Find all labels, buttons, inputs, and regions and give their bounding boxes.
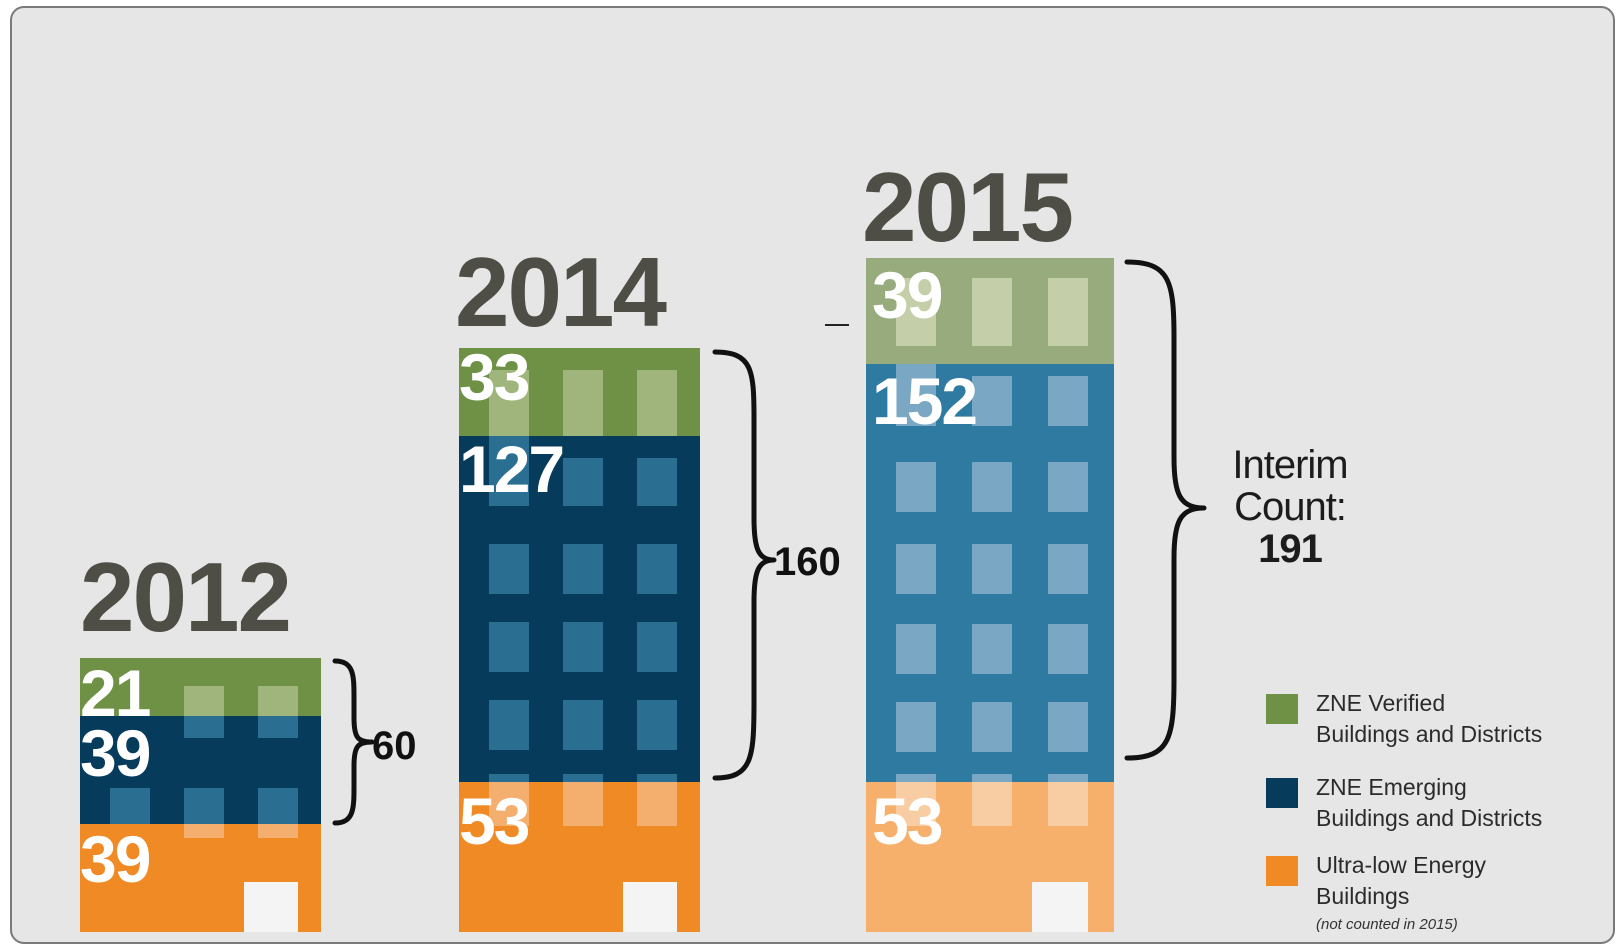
window xyxy=(489,544,529,594)
interim-line-2: Count: xyxy=(1234,485,1347,529)
window xyxy=(972,462,1012,512)
value-label-2015-emerging: 152 xyxy=(872,364,978,438)
door xyxy=(244,882,298,932)
window xyxy=(563,458,603,506)
window xyxy=(489,436,529,506)
brace-2014 xyxy=(712,349,777,781)
window xyxy=(563,700,603,750)
legend-verified-line1: ZNE Verified xyxy=(1316,690,1446,716)
window xyxy=(896,774,936,782)
window xyxy=(637,700,677,750)
bar-2012-ultralow xyxy=(80,824,321,932)
legend-ultralow-line2: Buildings xyxy=(1316,883,1410,909)
window xyxy=(1048,278,1088,346)
infographic-frame: 2012 21 39 39 60 2014 xyxy=(10,6,1615,944)
window xyxy=(972,544,1012,594)
window xyxy=(489,774,529,782)
value-label-2014-emerging: 127 xyxy=(459,432,565,506)
window xyxy=(258,824,298,838)
legend-ultralow-note: (not counted in 2015) xyxy=(1316,916,1458,933)
window xyxy=(563,370,603,436)
value-label-2014-ultralow: 53 xyxy=(459,784,530,858)
window xyxy=(896,364,936,426)
window xyxy=(972,376,1012,426)
legend-swatch-verified xyxy=(1266,694,1298,724)
total-label-2014: 160 xyxy=(774,540,841,584)
window xyxy=(896,782,936,826)
value-label-2012-verified: 21 xyxy=(80,656,151,730)
window xyxy=(489,700,529,750)
window xyxy=(1048,624,1088,674)
window xyxy=(563,782,603,826)
window xyxy=(972,624,1012,674)
value-label-2012-ultralow: 39 xyxy=(80,822,151,896)
stray-dash-mark xyxy=(825,324,849,326)
window xyxy=(896,702,936,752)
window xyxy=(563,622,603,672)
value-label-2015-ultralow: 53 xyxy=(872,784,943,858)
window xyxy=(489,370,529,436)
window xyxy=(972,782,1012,826)
value-label-2012-emerging: 39 xyxy=(80,716,151,790)
window xyxy=(1048,544,1088,594)
bar-2014-ultralow xyxy=(459,782,700,932)
window xyxy=(896,544,936,594)
window xyxy=(896,624,936,674)
door xyxy=(623,882,677,932)
window xyxy=(1048,376,1088,426)
bar-2015-emerging xyxy=(866,364,1114,782)
brace-2015 xyxy=(1124,259,1207,761)
window xyxy=(1048,702,1088,752)
window xyxy=(637,774,677,782)
legend-swatch-ultralow xyxy=(1266,856,1298,886)
window xyxy=(110,788,150,824)
legend-emerging-line1: ZNE Emerging xyxy=(1316,774,1467,800)
door xyxy=(1032,882,1088,932)
brace-2012 xyxy=(332,658,375,826)
year-label-2012: 2012 xyxy=(80,542,292,652)
window xyxy=(258,788,298,824)
window xyxy=(258,686,298,716)
value-label-2014-verified: 33 xyxy=(459,340,530,414)
value-label-2015-verified: 39 xyxy=(872,258,943,332)
bar-2015-verified xyxy=(866,258,1114,364)
legend-verified-line2: Buildings and Districts xyxy=(1316,721,1543,747)
window xyxy=(637,370,677,436)
window xyxy=(184,824,224,838)
window xyxy=(1048,462,1088,512)
window xyxy=(489,622,529,672)
window xyxy=(637,458,677,506)
window xyxy=(184,788,224,824)
window xyxy=(637,544,677,594)
window xyxy=(896,278,936,346)
bar-2012-emerging xyxy=(80,716,321,824)
total-label-2012: 60 xyxy=(372,724,417,768)
window xyxy=(184,716,224,738)
window xyxy=(896,462,936,512)
legend-emerging-line2: Buildings and Districts xyxy=(1316,805,1543,831)
window xyxy=(1048,774,1088,782)
window xyxy=(258,716,298,738)
bar-2015-ultralow xyxy=(866,782,1114,932)
legend-ultralow-line1: Ultra-low Energy xyxy=(1316,852,1486,878)
year-label-2014: 2014 xyxy=(455,237,667,347)
window xyxy=(1048,782,1088,826)
window xyxy=(563,774,603,782)
window xyxy=(184,686,224,716)
bar-2014-emerging xyxy=(459,436,700,782)
window xyxy=(972,702,1012,752)
window xyxy=(489,782,529,826)
interim-count-label: Interim Count: 191 xyxy=(1210,444,1370,570)
window xyxy=(637,782,677,826)
window xyxy=(637,622,677,672)
window xyxy=(972,278,1012,346)
window xyxy=(563,544,603,594)
interim-line-1: Interim xyxy=(1232,443,1348,487)
bar-2014-verified xyxy=(459,348,700,436)
year-label-2015: 2015 xyxy=(862,152,1074,262)
bar-2012-verified xyxy=(80,658,321,716)
interim-count-value: 191 xyxy=(1258,527,1323,571)
window xyxy=(972,774,1012,782)
legend-swatch-emerging xyxy=(1266,778,1298,808)
